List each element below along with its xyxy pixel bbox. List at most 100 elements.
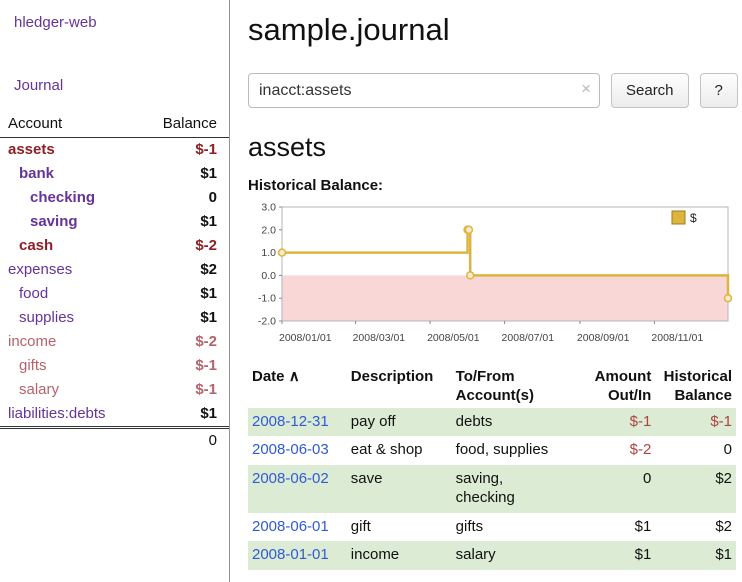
transaction-description: save [346, 465, 452, 513]
legend-swatch [671, 210, 686, 225]
transaction-description: gift [350, 517, 371, 535]
account-name-cell: food [0, 282, 134, 306]
transaction-description: eat & shop [350, 441, 423, 459]
search-input[interactable] [248, 73, 600, 108]
account-balance: $1 [200, 405, 217, 422]
transaction-date-link[interactable]: 2008-01-01 [252, 546, 329, 564]
transaction-date-cell: 2008-06-01 [248, 513, 347, 542]
account-row: saving $1 [0, 210, 229, 234]
transaction-date-link[interactable]: 2008-06-01 [252, 517, 329, 535]
col-header-date-label: Date [252, 368, 285, 385]
svg-text:-2.0: -2.0 [258, 316, 276, 328]
transaction-date-link[interactable]: 2008-06-03 [252, 441, 329, 459]
accounts-col-account: Account [0, 112, 135, 138]
account-link[interactable]: bank [19, 165, 55, 182]
account-row: cash $-2 [0, 234, 229, 258]
legend-label: $ [690, 211, 697, 225]
account-name-cell: bank [0, 162, 134, 186]
account-name-cell: assets [0, 138, 134, 163]
svg-text:3.0: 3.0 [261, 202, 276, 214]
col-header-balance-line1: Historical [663, 368, 732, 385]
svg-text:2008/09/01: 2008/09/01 [577, 332, 630, 344]
account-name-cell: checking [0, 186, 134, 210]
account-name-cell: supplies [0, 306, 134, 330]
transaction-row: 2008-01-01 income salary $1 $1 [248, 541, 736, 570]
transaction-date-link[interactable]: 2008-06-02 [252, 470, 329, 487]
transaction-amount: $-1 [564, 407, 656, 437]
account-link[interactable]: saving [30, 213, 78, 230]
account-balance: $1 [200, 309, 217, 326]
transaction-date-cell: 2008-06-03 [248, 436, 347, 465]
transaction-amount: $1 [634, 517, 652, 535]
app-brand-link[interactable]: hledger-web [14, 14, 97, 31]
transaction-amount: $1 [564, 541, 656, 570]
transaction-date-link[interactable]: 2008-12-31 [252, 412, 329, 430]
col-header-description-label: Description [350, 368, 434, 385]
search-form: × Search ? [248, 73, 738, 108]
accounts-total-value: 0 [134, 426, 229, 453]
account-balance: 0 [208, 189, 217, 206]
col-header-description[interactable]: Description [347, 366, 452, 408]
account-link[interactable]: checking [30, 189, 96, 206]
account-balance: $1 [200, 285, 217, 302]
account-balance: $2 [200, 261, 217, 278]
account-balance: $1 [200, 213, 217, 230]
transaction-description: income [346, 541, 452, 570]
col-header-date[interactable]: Date ∧ [248, 366, 347, 408]
accounts-table: Account Balance assets $-1 bank $1 checking 0… [0, 112, 229, 453]
svg-text:2008/05/01: 2008/05/01 [427, 332, 480, 344]
account-link[interactable]: supplies [19, 309, 75, 326]
account-row: salary $-1 [0, 378, 229, 402]
help-button[interactable]: ? [699, 73, 738, 108]
account-heading: assets [248, 132, 327, 162]
account-balance: $-1 [195, 141, 217, 158]
col-header-amount-line1: Amount [594, 368, 652, 385]
account-row: income $-2 [0, 330, 229, 354]
account-row: liabilities:debts $1 [0, 402, 229, 428]
transaction-amount: 0 [564, 465, 656, 513]
account-row: expenses $2 [0, 258, 229, 282]
account-balance: $-1 [195, 357, 217, 374]
main-content: sample.journal × Search ? assets Histori… [230, 0, 742, 582]
account-link[interactable]: assets [8, 141, 55, 158]
search-button[interactable]: Search [611, 73, 689, 108]
account-link[interactable]: gifts [19, 357, 47, 374]
transaction-balance: $-1 [655, 407, 736, 437]
account-balance: $-2 [195, 333, 217, 350]
register-header-row: Date ∧ Description To/From Account(s) Am… [248, 366, 736, 408]
transaction-amount: $-2 [629, 441, 652, 459]
account-link[interactable]: salary [19, 381, 60, 398]
chart-title: Historical Balance: [248, 177, 384, 194]
transaction-balance: 0 [723, 441, 732, 459]
col-header-accounts-line1: To/From [455, 368, 515, 385]
sidebar-item-journal[interactable]: Journal [14, 77, 64, 94]
svg-text:2008/01/01: 2008/01/01 [279, 332, 332, 344]
account-row: gifts $-1 [0, 354, 229, 378]
svg-text:-1.0: -1.0 [258, 293, 276, 305]
col-header-amount[interactable]: Amount Out/In [565, 366, 656, 408]
svg-text:2008/11/01: 2008/11/01 [651, 332, 703, 344]
transaction-accounts: debts [451, 407, 565, 437]
sort-asc-icon: ∧ [288, 368, 300, 385]
transaction-accounts: salary [451, 541, 565, 570]
accounts-total-row: 0 [0, 426, 229, 453]
transaction-balance: $2 [715, 517, 732, 535]
col-header-balance[interactable]: Historical Balance [655, 366, 736, 408]
col-header-accounts[interactable]: To/From Account(s) [452, 366, 565, 408]
transaction-date-cell: 2008-12-31 [248, 407, 347, 437]
account-name-cell: salary [0, 378, 134, 402]
transaction-balance: $1 [655, 541, 736, 570]
account-balance: $1 [200, 165, 217, 182]
account-link[interactable]: liabilities:debts [8, 405, 106, 422]
account-link[interactable]: food [19, 285, 49, 302]
svg-text:2008/03/01: 2008/03/01 [353, 332, 406, 344]
account-link[interactable]: income [8, 333, 57, 350]
search-box: × [248, 73, 600, 108]
transaction-accounts: gifts [455, 517, 484, 535]
sidebar: hledger-web Journal Account Balance asse… [0, 0, 230, 582]
account-link[interactable]: expenses [8, 261, 73, 278]
clear-search-icon[interactable]: × [581, 79, 591, 98]
transaction-description: pay off [346, 407, 452, 437]
account-link[interactable]: cash [19, 237, 54, 254]
